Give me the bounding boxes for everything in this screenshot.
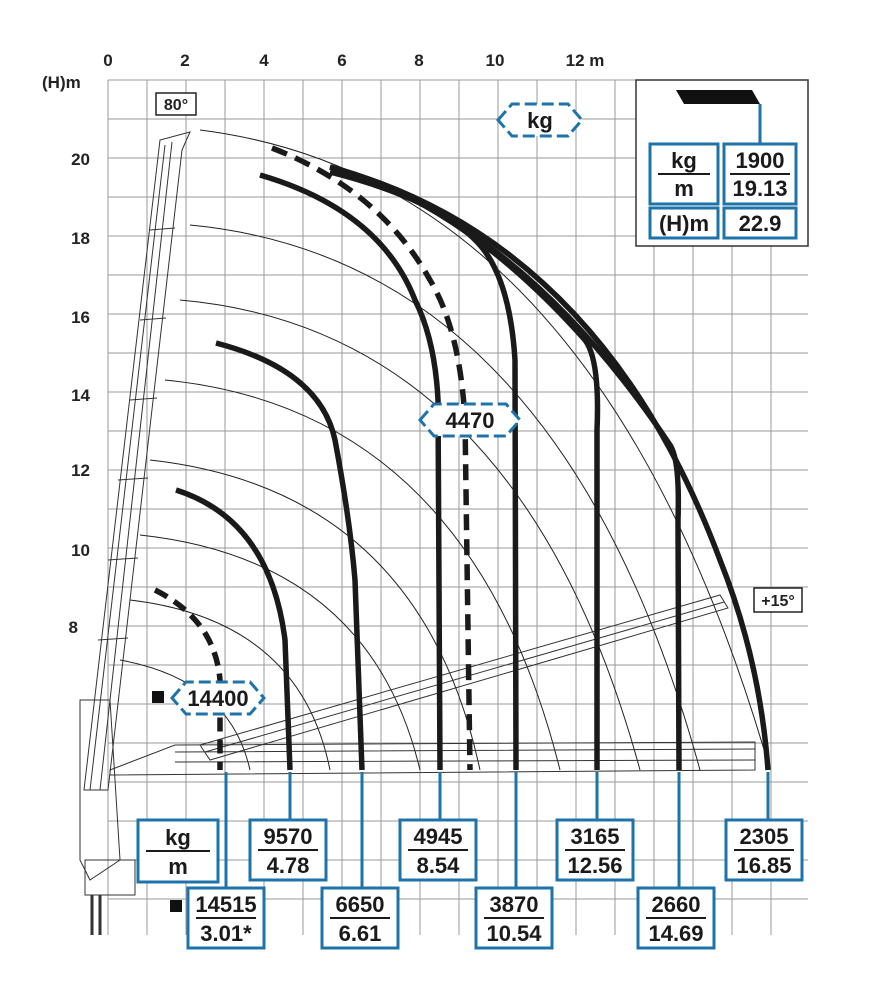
- x-axis-labels: 0 2 4 6 8 10 12 m: [103, 51, 604, 70]
- load-curve-2660: [329, 164, 682, 771]
- y-tick-8: 8: [69, 618, 78, 637]
- capacity-kg: 9570: [264, 824, 313, 849]
- capacity-kg: 6650: [336, 892, 385, 917]
- legend-reach: 19.13: [732, 176, 787, 201]
- marker-square: [152, 691, 164, 703]
- marker-square: [170, 900, 182, 912]
- capacity-m: 10.54: [486, 921, 542, 946]
- capacity-box: 3870 10.54: [474, 886, 554, 950]
- capacity-kg: 2660: [652, 892, 701, 917]
- capacity-kg: 4945: [414, 824, 463, 849]
- legend-boom-icon: [676, 90, 760, 104]
- units-box: kg m: [136, 818, 220, 884]
- load-curve-4945: [259, 172, 443, 771]
- capacity-box: 9570 4.78: [248, 818, 328, 882]
- stabilizer-leg: [90, 895, 102, 935]
- tag-4470-label: 4470: [446, 408, 495, 433]
- capacity-kg: 3870: [490, 892, 539, 917]
- angle-tag-min: +15°: [753, 587, 803, 613]
- capacity-leaders: [224, 772, 770, 888]
- angle-max-label: 80°: [164, 97, 188, 114]
- load-curve-6650: [215, 340, 365, 771]
- y-tick-16: 16: [71, 308, 90, 327]
- angle-min-label: +15°: [761, 593, 795, 610]
- crane-illustration: [79, 131, 756, 935]
- y-axis-labels: (H)m 20 18 16 14 12 10 8: [42, 73, 91, 637]
- capacity-kg: 2305: [740, 824, 789, 849]
- legend-unit-kg: kg: [671, 148, 697, 173]
- reach-arc-8: [199, 129, 771, 771]
- boom-80deg: [83, 131, 191, 791]
- y-tick-10: 10: [71, 541, 90, 560]
- x-tick-10: 10: [486, 51, 505, 70]
- x-tick-8: 8: [414, 51, 423, 70]
- capacity-box: 4945 8.54: [398, 818, 478, 882]
- load-curve-2305: [329, 164, 771, 771]
- units-m: m: [168, 854, 188, 879]
- top-kg-tag: kg: [496, 102, 584, 138]
- capacity-m: 6.61: [339, 921, 382, 946]
- tag-14400-label: 14400: [187, 686, 248, 711]
- legend-load: 1900: [736, 148, 785, 173]
- load-curves: [153, 145, 771, 771]
- capacity-m: 12.56: [567, 853, 622, 878]
- load-curve-9570: [175, 487, 293, 771]
- x-tick-12: 12 m: [566, 51, 605, 70]
- capacity-box: 14515 3.01*: [170, 886, 266, 950]
- reach-arc-2: [129, 599, 331, 771]
- y-tick-14: 14: [71, 386, 90, 405]
- boom-horizontal: [109, 741, 756, 776]
- capacity-m: 8.54: [417, 853, 461, 878]
- capacity-kg: 3165: [571, 824, 620, 849]
- capacity-box: 2305 16.85: [724, 818, 804, 882]
- load-curve-4470: [271, 145, 473, 771]
- x-tick-0: 0: [103, 51, 112, 70]
- x-tick-6: 6: [337, 51, 346, 70]
- legend-unit-m: m: [674, 176, 694, 201]
- capacity-m: 3.01*: [200, 921, 252, 946]
- capacity-m: 14.69: [648, 921, 703, 946]
- capacity-m: 16.85: [736, 853, 791, 878]
- capacity-box: 6650 6.61: [320, 886, 400, 950]
- dashed-tag-14400: 14400: [152, 680, 266, 716]
- dashed-tag-4470: 4470: [418, 402, 522, 438]
- reach-arc-4: [149, 459, 481, 771]
- capacity-box: 2660 14.69: [636, 886, 716, 950]
- reach-arc-7: [189, 224, 701, 771]
- capacity-boxes: 14515 3.01* 9570 4.78 6650 6.61 4945 8.54 3870 10…: [170, 818, 804, 950]
- angle-tag-max: 80°: [155, 92, 197, 116]
- top-kg-label: kg: [527, 108, 553, 133]
- legend-height: 22.9: [739, 211, 782, 236]
- reach-arc-3: [139, 534, 421, 771]
- crane-base: [84, 859, 136, 896]
- capacity-box: 3165 12.56: [555, 818, 635, 882]
- reach-arcs: [119, 129, 771, 771]
- legend-panel: kg m 1900 19.13 (H)m 22.9: [635, 79, 809, 247]
- boom-15deg: [199, 594, 729, 761]
- capacity-kg: 14515: [195, 892, 256, 917]
- y-tick-20: 20: [71, 150, 90, 169]
- load-curve-14515: [153, 587, 223, 770]
- y-tick-18: 18: [71, 229, 90, 248]
- y-tick-12: 12: [71, 461, 90, 480]
- y-axis-unit: (H)m: [42, 73, 81, 92]
- x-tick-4: 4: [259, 51, 269, 70]
- reach-arc-5: [164, 379, 561, 771]
- capacity-m: 4.78: [267, 853, 310, 878]
- x-tick-2: 2: [180, 51, 189, 70]
- legend-height-label: (H)m: [659, 211, 709, 236]
- units-kg: kg: [165, 825, 191, 850]
